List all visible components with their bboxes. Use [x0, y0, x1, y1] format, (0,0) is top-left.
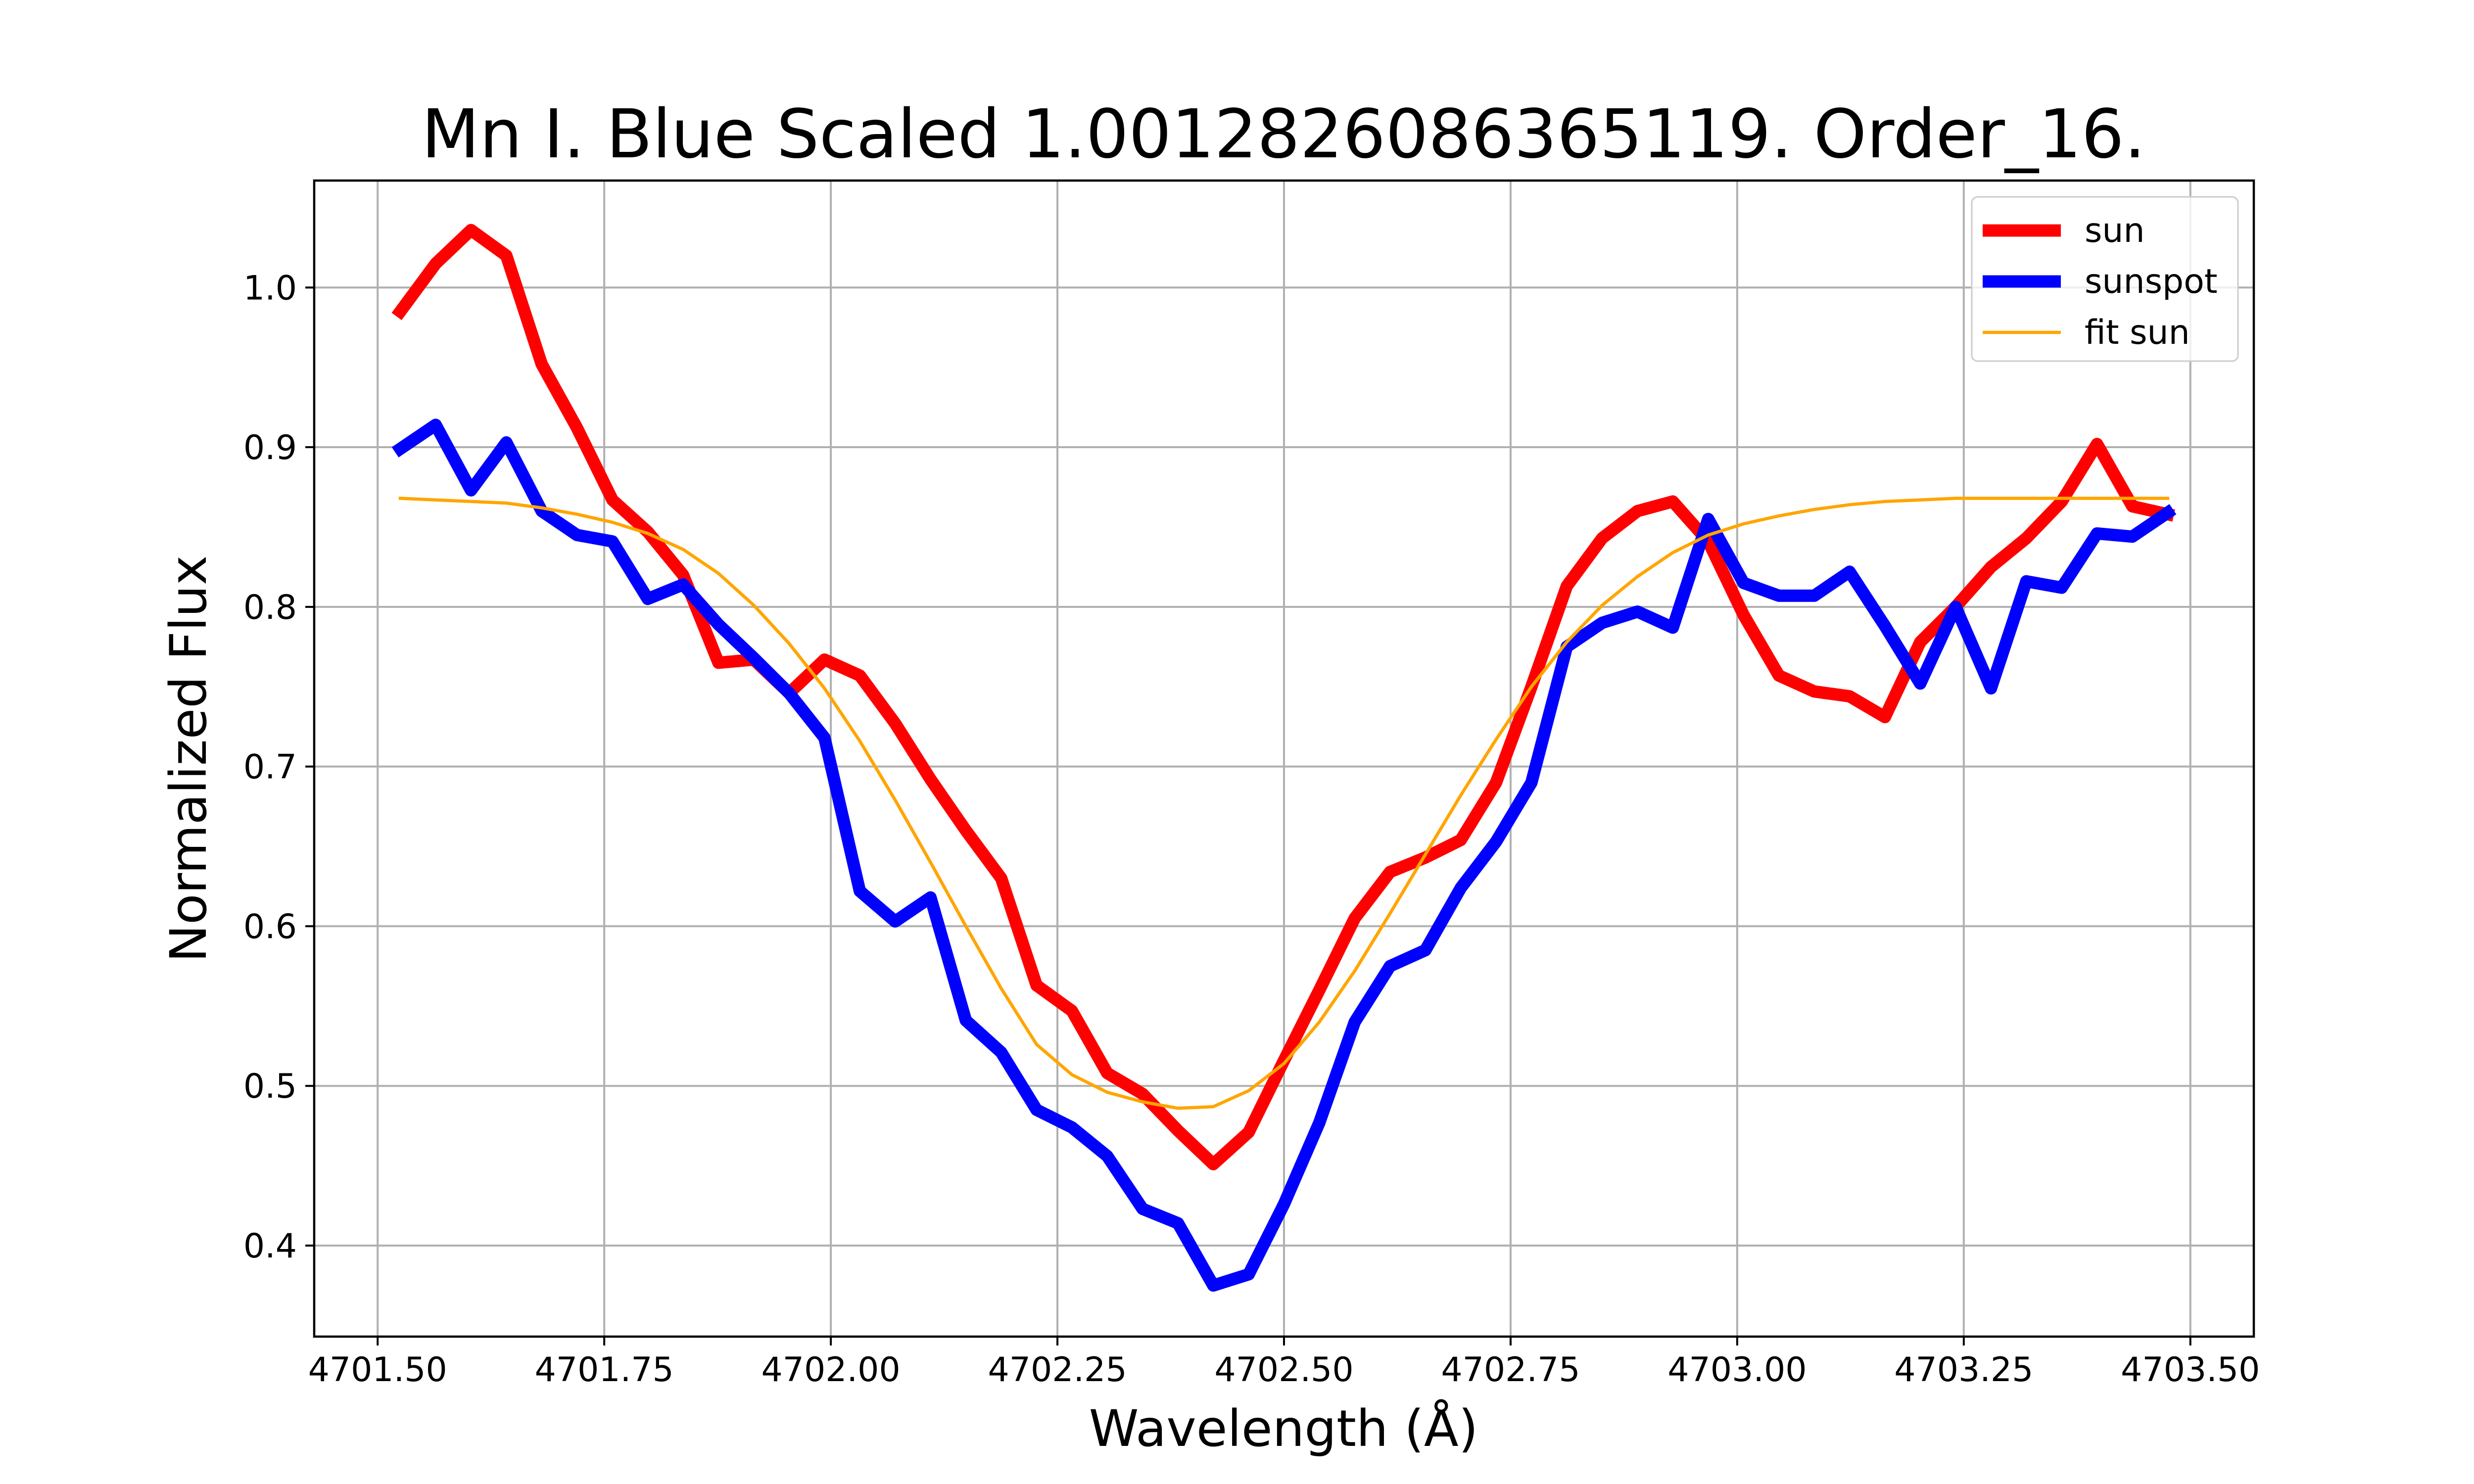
axis-ticks: 4701.50 4701.75 4702.00 4702.25 4702.50 4702.…: [243, 269, 2260, 1390]
grid: [314, 181, 2254, 1337]
y-tick-label: 1.0: [243, 269, 297, 308]
series-line-sunspot: [391, 418, 2177, 1292]
series-lines: [391, 224, 2177, 1292]
x-tick-label: 4702.00: [761, 1350, 901, 1390]
legend-box: [1971, 196, 2239, 362]
x-tick-label: 4703.00: [1667, 1350, 1807, 1390]
x-tick-label: 4702.75: [1441, 1350, 1580, 1390]
y-tick-label: 0.9: [243, 428, 297, 467]
y-tick-label: 0.7: [243, 748, 297, 787]
y-axis-label: Normalized Flux: [159, 556, 218, 963]
y-tick-label: 0.6: [243, 907, 297, 946]
y-tick-label: 0.8: [243, 588, 297, 627]
series-line-fit-sun: [398, 497, 2170, 1110]
x-tick-label: 4702.50: [1214, 1350, 1353, 1390]
x-tick-label: 4703.25: [1894, 1350, 2033, 1390]
y-tick-label: 0.5: [243, 1067, 297, 1106]
x-axis-label: Wavelength (Å): [1089, 1399, 1478, 1458]
y-tick-label: 0.4: [243, 1227, 297, 1266]
legend-label-sunspot: sunspot: [2085, 262, 2217, 301]
legend-label-sun: sun: [2085, 211, 2145, 250]
x-tick-label: 4701.50: [308, 1350, 447, 1390]
x-tick-label: 4702.25: [988, 1350, 1127, 1390]
x-tick-label: 4701.75: [535, 1350, 674, 1390]
chart-title: Mn I. Blue Scaled 1.0012826086365119. Or…: [422, 95, 2145, 174]
legend: sun sunspot fit sun: [1971, 196, 2239, 362]
legend-label-fit-sun: fit sun: [2085, 313, 2190, 352]
x-tick-label: 4703.50: [2121, 1350, 2260, 1390]
